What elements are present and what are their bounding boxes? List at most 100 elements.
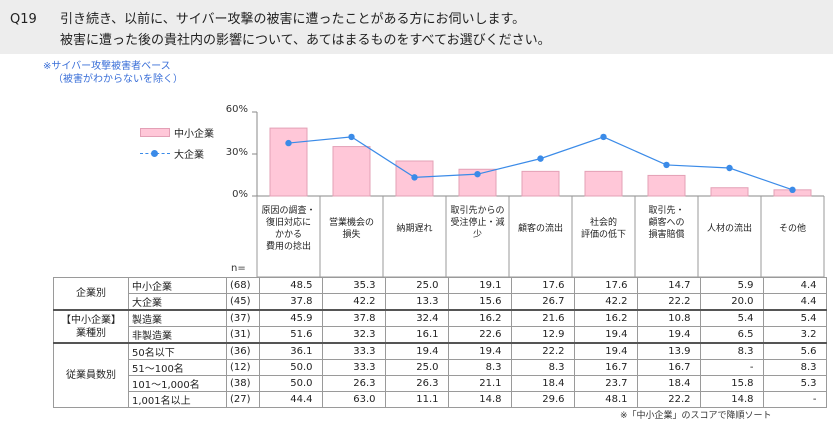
table-cell: 8.3 bbox=[762, 359, 827, 376]
category-label-7: 人材の流出 bbox=[706, 224, 752, 234]
table-cell: 63.0 bbox=[321, 391, 386, 408]
line-point-7 bbox=[726, 164, 733, 172]
table-cell: 12.9 bbox=[510, 326, 575, 344]
table-cell: 5.3 bbox=[762, 375, 827, 392]
table-cell: 15.8 bbox=[699, 375, 764, 392]
bar-7 bbox=[710, 187, 749, 197]
table-row: 非製造業 (31) 51.6 32.3 16.1 22.6 12.9 19.4 19.4 6.5 3… bbox=[54, 326, 827, 344]
sample-size: (36) bbox=[226, 342, 260, 360]
row-label: 51～100名 bbox=[128, 359, 227, 376]
row-label: 101～1,000名 bbox=[128, 375, 227, 392]
table-cell: 42.2 bbox=[573, 293, 638, 311]
table-row: 101～1,000名 (38) 50.0 26.3 26.3 21.1 18.4 23.7 18… bbox=[54, 375, 827, 392]
row-label: 大企業 bbox=[128, 293, 227, 311]
bar-4 bbox=[521, 170, 560, 197]
question-line-1: Q19 引き続き、以前に、サイバー攻撃の被害に遭ったことがある方にお伺いします。 bbox=[10, 8, 525, 27]
table-row: 企業別 中小企業 (68) 48.5 35.3 25.0 19.1 17.6 17.6 14.7 5… bbox=[53, 277, 827, 311]
table-cell: 6.5 bbox=[699, 326, 764, 344]
table-cell: 11.1 bbox=[384, 391, 449, 408]
table-cell: 16.7 bbox=[636, 359, 701, 376]
table-cell: 22.2 bbox=[636, 391, 701, 408]
table-cell: 5.4 bbox=[699, 309, 764, 327]
table-cell: 8.3 bbox=[510, 359, 575, 376]
n-header: n= bbox=[231, 263, 246, 274]
table-cell: 8.3 bbox=[447, 359, 512, 376]
table-cell: 16.2 bbox=[573, 309, 638, 327]
group-label: 【中小企業】 業種別 bbox=[53, 309, 129, 344]
legend-bar-swatch bbox=[140, 128, 170, 137]
category-label-3: 取引先からの 受注停止・減 少 bbox=[450, 206, 505, 240]
question-header: Q19 引き続き、以前に、サイバー攻撃の被害に遭ったことがある方にお伺いします。 … bbox=[0, 0, 833, 54]
bar-0 bbox=[269, 127, 308, 197]
table-cell: - bbox=[762, 391, 827, 408]
line-point-3 bbox=[474, 170, 481, 178]
table-cell: 22.2 bbox=[510, 342, 575, 360]
row-label: 製造業 bbox=[128, 309, 227, 327]
line-point-4 bbox=[537, 155, 544, 162]
table-cell: 33.3 bbox=[321, 359, 386, 376]
table-cell: 3.2 bbox=[762, 326, 827, 344]
table-cell: 21.1 bbox=[447, 375, 512, 392]
table-cell: 5.6 bbox=[762, 342, 827, 360]
table-cell: 25.0 bbox=[384, 359, 449, 376]
row-label: 中小企業 bbox=[128, 277, 227, 294]
category-label-4: 顧客の流出 bbox=[517, 224, 563, 234]
table-cell: 18.4 bbox=[636, 375, 701, 392]
table-cell: 42.2 bbox=[321, 293, 386, 311]
table-cell: 19.4 bbox=[573, 342, 638, 360]
table-cell: 45.9 bbox=[258, 309, 323, 327]
category-label-1: 営業機会の 損失 bbox=[328, 218, 374, 240]
table-cell: 4.4 bbox=[762, 277, 827, 294]
table-cell: 16.2 bbox=[447, 309, 512, 327]
table-cell: 22.2 bbox=[636, 293, 701, 311]
table-cell: 13.9 bbox=[636, 342, 701, 360]
row-label: 1,001名以上 bbox=[128, 391, 227, 408]
table-cell: 16.7 bbox=[573, 359, 638, 376]
line-point-0 bbox=[285, 139, 292, 147]
table-cell: 18.4 bbox=[510, 375, 575, 392]
bar-5 bbox=[584, 170, 623, 197]
table-cell: 25.0 bbox=[384, 277, 449, 294]
line-point-8 bbox=[789, 186, 796, 194]
sample-size: (45) bbox=[226, 293, 260, 311]
question-number: Q19 bbox=[10, 12, 37, 27]
group-label: 企業別 bbox=[53, 277, 129, 311]
table-cell: 26.7 bbox=[510, 293, 575, 311]
row-label: 50名以下 bbox=[128, 342, 227, 360]
table-cell: 50.0 bbox=[258, 375, 323, 392]
group-label: 従業員数別 bbox=[53, 342, 129, 408]
sample-size: (12) bbox=[226, 359, 260, 376]
table-cell: 26.3 bbox=[321, 375, 386, 392]
table-cell: 15.6 bbox=[447, 293, 512, 311]
table-row: 大企業 (45) 37.8 42.2 13.3 15.6 26.7 42.2 22.2 20.0 4… bbox=[54, 293, 827, 311]
table-cell: 19.4 bbox=[384, 342, 449, 360]
y-tick-60: 60% bbox=[225, 104, 248, 115]
sort-footnote: ※「中小企業」のスコアで降順ソート bbox=[620, 411, 772, 421]
table-cell: 48.1 bbox=[573, 391, 638, 408]
table-row: 1,001名以上 (27) 44.4 63.0 11.1 14.8 29.6 48.1 22.2… bbox=[54, 391, 827, 408]
line-point-6 bbox=[663, 161, 670, 169]
legend-line-swatch bbox=[140, 149, 170, 158]
table-cell: 14.8 bbox=[699, 391, 764, 408]
table-cell: 22.6 bbox=[447, 326, 512, 344]
bar-6 bbox=[647, 174, 686, 197]
table-cell: 4.4 bbox=[762, 293, 827, 311]
base-note-1: ※サイバー攻撃被害者ベース bbox=[43, 61, 171, 72]
sample-size: (68) bbox=[226, 277, 260, 294]
y-tick-0: 0% bbox=[232, 189, 248, 200]
table-row: 【中小企業】 業種別 製造業 (37) 45.9 37.8 32.4 16.2 21.6 16.… bbox=[53, 309, 827, 344]
table-cell: 33.3 bbox=[321, 342, 386, 360]
table-cell: 44.4 bbox=[258, 391, 323, 408]
table-cell: 36.1 bbox=[258, 342, 323, 360]
table-cell: 50.0 bbox=[258, 359, 323, 376]
legend-line-label: 大企業 bbox=[174, 150, 204, 161]
table-row: 51～100名 (12) 50.0 33.3 25.0 8.3 8.3 16.7 16.7-8.… bbox=[54, 359, 827, 376]
table-cell: 19.4 bbox=[447, 342, 512, 360]
sample-size: (31) bbox=[226, 326, 260, 344]
legend-bar-label: 中小企業 bbox=[174, 129, 214, 140]
category-label-0: 原因の調査・ 復旧対応に かかる 費用の捻出 bbox=[261, 206, 316, 252]
table-cell: 19.4 bbox=[636, 326, 701, 344]
table-cell: 8.3 bbox=[699, 342, 764, 360]
table-cell: 51.6 bbox=[258, 326, 323, 344]
table-cell: 17.6 bbox=[573, 277, 638, 294]
